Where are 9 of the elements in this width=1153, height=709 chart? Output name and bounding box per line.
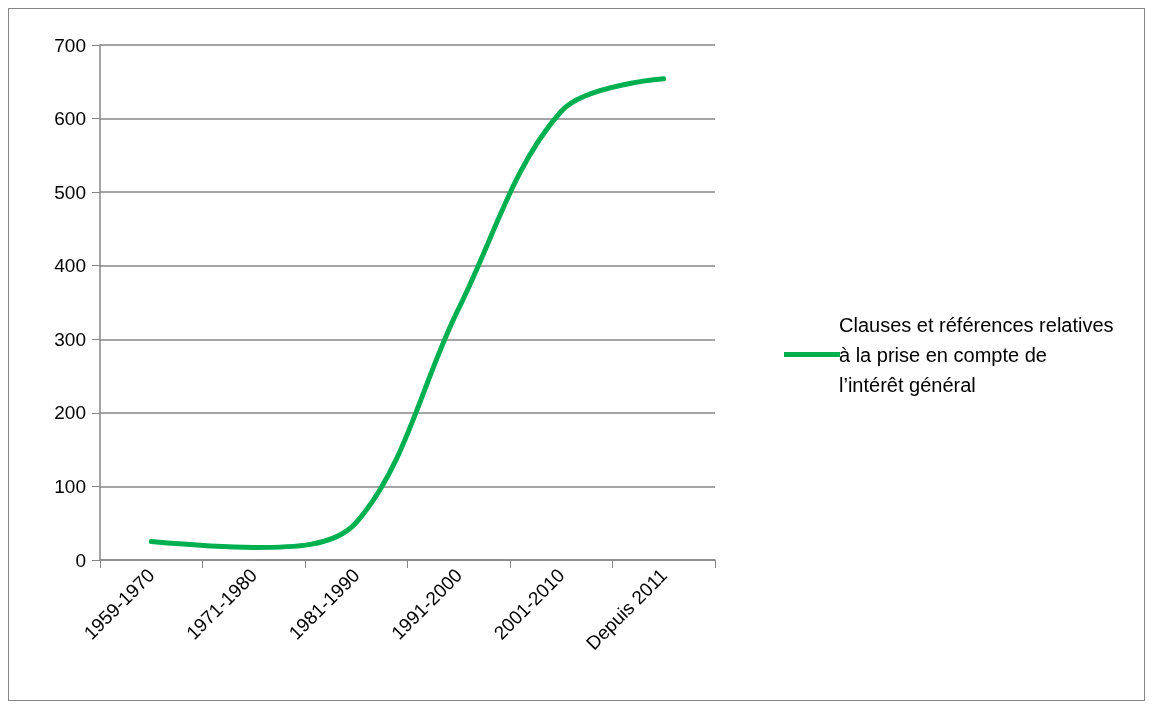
y-tick-label: 300 [54,328,86,350]
y-tick-label: 100 [54,475,86,497]
y-tick-label: 200 [54,402,86,424]
y-tick-label: 500 [54,181,86,203]
y-tick-label: 400 [54,255,86,277]
y-tick-label: 700 [54,34,86,56]
legend-label: Clauses et références relatives à la prise en compte de l’intérêt général [839,313,1120,396]
y-tick-label: 600 [54,108,86,130]
y-tick-label: 0 [75,549,86,571]
